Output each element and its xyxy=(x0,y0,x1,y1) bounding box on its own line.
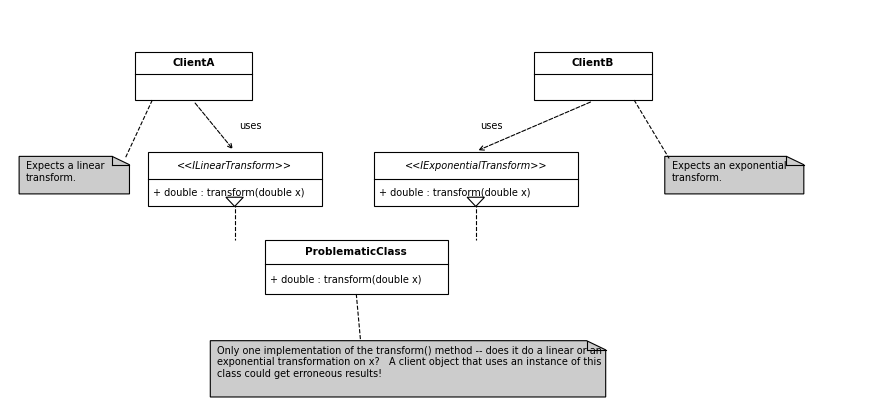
Bar xyxy=(135,52,252,100)
Text: ClientB: ClientB xyxy=(572,58,614,68)
Bar xyxy=(534,52,652,100)
Bar xyxy=(374,152,578,206)
Text: <<IExponentialTransform>>: <<IExponentialTransform>> xyxy=(405,161,547,171)
Text: Expects an exponential
transform.: Expects an exponential transform. xyxy=(672,161,786,183)
Polygon shape xyxy=(19,156,129,194)
Polygon shape xyxy=(665,156,804,194)
Bar xyxy=(265,240,448,294)
Text: + double : transform(double x): + double : transform(double x) xyxy=(153,188,304,198)
Text: ClientA: ClientA xyxy=(172,58,215,68)
Text: + double : transform(double x): + double : transform(double x) xyxy=(379,188,530,198)
Polygon shape xyxy=(468,197,485,206)
Text: + double : transform(double x): + double : transform(double x) xyxy=(270,274,421,284)
Text: uses: uses xyxy=(239,121,262,131)
Text: uses: uses xyxy=(480,121,502,131)
Polygon shape xyxy=(210,341,606,397)
Bar xyxy=(148,152,322,206)
Text: Expects a linear
transform.: Expects a linear transform. xyxy=(26,161,104,183)
Text: Only one implementation of the transform() method -- does it do a linear or an
e: Only one implementation of the transform… xyxy=(217,346,602,379)
Polygon shape xyxy=(226,197,243,206)
Text: ProblematicClass: ProblematicClass xyxy=(305,247,408,257)
Text: <<ILinearTransform>>: <<ILinearTransform>> xyxy=(177,161,292,171)
